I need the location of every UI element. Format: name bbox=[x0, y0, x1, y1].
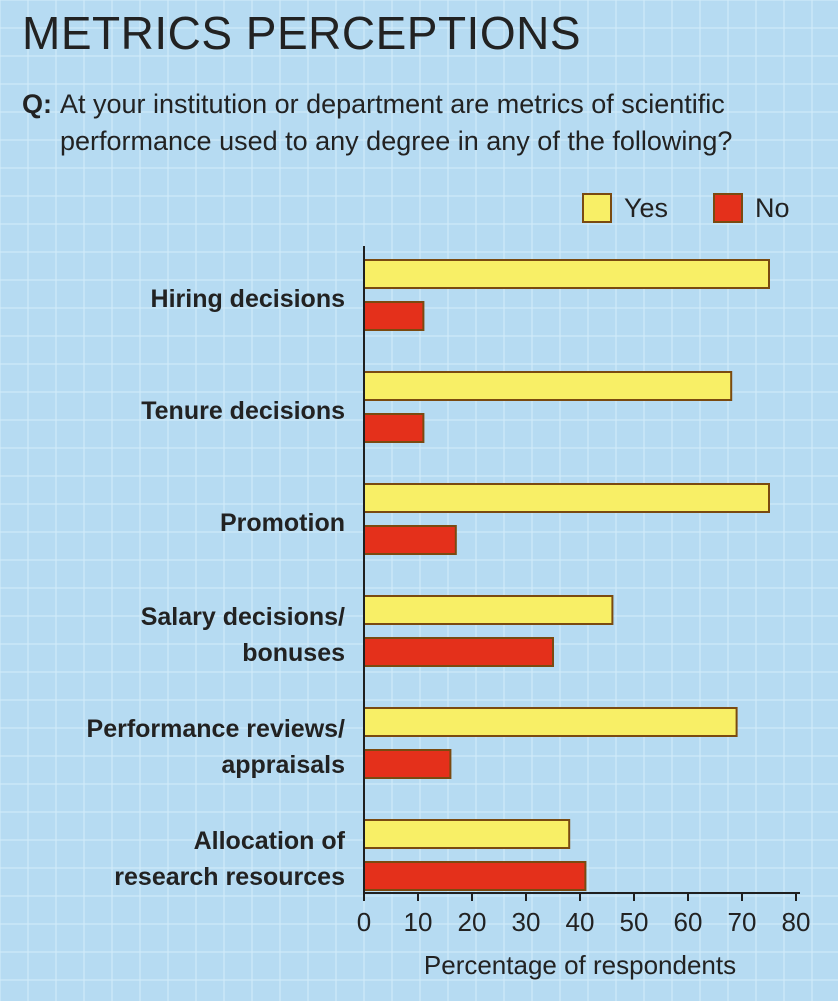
x-tick-label: 30 bbox=[512, 907, 541, 937]
bar-no bbox=[363, 525, 457, 555]
bar-yes bbox=[363, 707, 738, 737]
bar-no bbox=[363, 637, 554, 667]
category-label: Tenure decisions bbox=[141, 397, 345, 425]
bar-yes bbox=[363, 819, 571, 849]
category-label: Performance reviews/ bbox=[87, 715, 346, 743]
legend-swatch-yes bbox=[582, 193, 612, 223]
category-label: appraisals bbox=[221, 751, 345, 779]
category-label: bonuses bbox=[242, 639, 345, 667]
question-text: At your institution or department are me… bbox=[60, 89, 733, 156]
bar-yes bbox=[363, 595, 614, 625]
x-tick-label: 80 bbox=[782, 907, 811, 937]
bar-yes bbox=[363, 483, 770, 513]
bar-no bbox=[363, 861, 587, 891]
x-tick-label: 10 bbox=[404, 907, 433, 937]
x-tick-label: 50 bbox=[620, 907, 649, 937]
bar-yes bbox=[363, 371, 733, 401]
legend-item-no: No bbox=[713, 191, 790, 225]
legend-item-yes: Yes bbox=[582, 191, 668, 225]
category-label: Hiring decisions bbox=[151, 285, 345, 313]
x-tick-label: 60 bbox=[674, 907, 703, 937]
bar-no bbox=[363, 413, 425, 443]
legend-swatch-no bbox=[713, 193, 743, 223]
bar-yes bbox=[363, 259, 770, 289]
legend-label-yes: Yes bbox=[624, 192, 669, 223]
category-label: Salary decisions/ bbox=[141, 603, 345, 631]
category-label: Promotion bbox=[220, 509, 345, 537]
legend-label-no: No bbox=[755, 192, 790, 223]
x-tick-label: 70 bbox=[728, 907, 757, 937]
x-tick-label: 20 bbox=[458, 907, 487, 937]
x-tick-label: 40 bbox=[566, 907, 595, 937]
category-label: Allocation of bbox=[194, 827, 346, 855]
x-axis-label: Percentage of respondents bbox=[424, 950, 736, 980]
chart-title: METRICS PERCEPTIONS bbox=[22, 7, 582, 59]
bar-no bbox=[363, 749, 452, 779]
bar-no bbox=[363, 301, 425, 331]
category-label: research resources bbox=[114, 863, 345, 891]
x-tick-label: 0 bbox=[357, 907, 371, 937]
question-prefix: Q: bbox=[22, 89, 52, 119]
question-block: Q: At your institution or department are… bbox=[22, 86, 822, 160]
